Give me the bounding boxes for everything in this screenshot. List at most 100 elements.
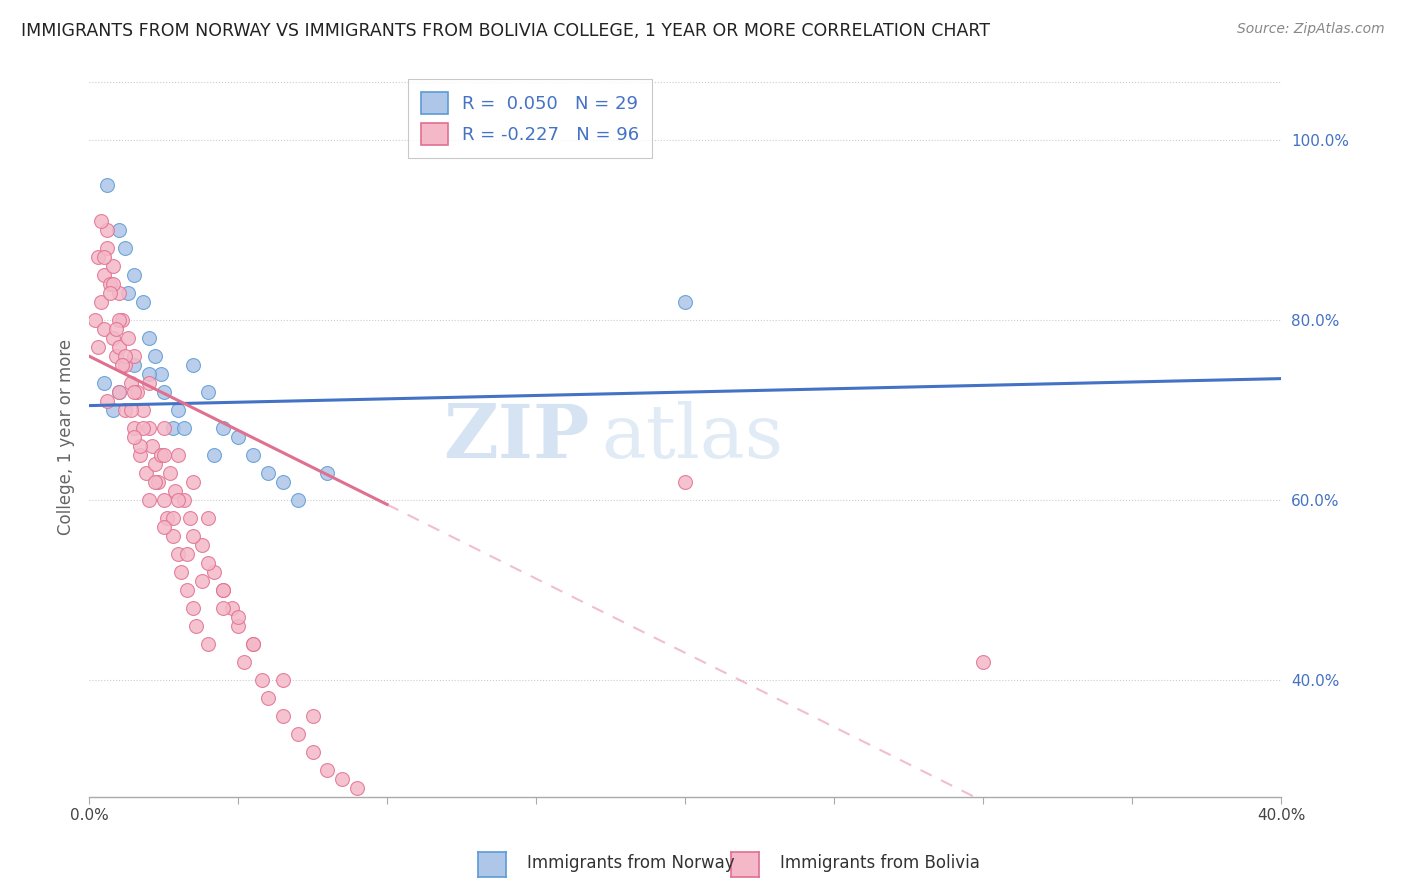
Point bbox=[287, 727, 309, 741]
Point bbox=[87, 250, 110, 264]
Point bbox=[162, 511, 184, 525]
Point bbox=[143, 349, 166, 363]
Text: Source: ZipAtlas.com: Source: ZipAtlas.com bbox=[1237, 22, 1385, 37]
Point bbox=[87, 340, 110, 354]
Point bbox=[93, 268, 115, 283]
Point bbox=[155, 511, 177, 525]
Point bbox=[122, 430, 145, 444]
Point bbox=[84, 313, 107, 327]
Point bbox=[170, 565, 193, 579]
Point bbox=[271, 673, 294, 687]
Point bbox=[159, 466, 181, 480]
Point bbox=[117, 331, 139, 345]
Point bbox=[101, 259, 124, 273]
Point bbox=[226, 610, 249, 624]
Point bbox=[122, 358, 145, 372]
Point bbox=[108, 313, 131, 327]
Point bbox=[96, 241, 118, 255]
Point bbox=[167, 448, 190, 462]
Point bbox=[162, 529, 184, 543]
Point bbox=[132, 421, 155, 435]
Point bbox=[120, 376, 142, 391]
Point bbox=[221, 600, 243, 615]
Point bbox=[212, 421, 235, 435]
Point bbox=[101, 403, 124, 417]
Point bbox=[197, 556, 219, 570]
Point bbox=[212, 582, 235, 597]
Point bbox=[673, 475, 696, 489]
Point bbox=[108, 385, 131, 400]
Point bbox=[138, 376, 160, 391]
Point bbox=[132, 295, 155, 310]
Point bbox=[98, 277, 121, 292]
Point bbox=[202, 565, 225, 579]
Point bbox=[122, 268, 145, 283]
Point bbox=[183, 529, 205, 543]
Point bbox=[96, 178, 118, 193]
Point bbox=[152, 520, 174, 534]
Point bbox=[114, 358, 136, 372]
Point bbox=[93, 322, 115, 336]
Point bbox=[212, 600, 235, 615]
Text: ZIP: ZIP bbox=[443, 401, 589, 474]
Point bbox=[242, 448, 264, 462]
Point bbox=[167, 493, 190, 508]
Point bbox=[242, 637, 264, 651]
Point bbox=[176, 547, 198, 561]
Text: IMMIGRANTS FROM NORWAY VS IMMIGRANTS FROM BOLIVIA COLLEGE, 1 YEAR OR MORE CORREL: IMMIGRANTS FROM NORWAY VS IMMIGRANTS FRO… bbox=[21, 22, 990, 40]
Point bbox=[101, 277, 124, 292]
Point bbox=[149, 448, 172, 462]
Point bbox=[98, 286, 121, 301]
Point bbox=[257, 690, 280, 705]
Point bbox=[138, 367, 160, 381]
Point bbox=[197, 511, 219, 525]
Legend: R =  0.050   N = 29, R = -0.227   N = 96: R = 0.050 N = 29, R = -0.227 N = 96 bbox=[408, 79, 652, 158]
Point bbox=[167, 547, 190, 561]
Point bbox=[165, 483, 187, 498]
Point bbox=[191, 538, 214, 552]
Point bbox=[287, 493, 309, 508]
Point bbox=[301, 745, 323, 759]
Point bbox=[93, 376, 115, 391]
Point bbox=[96, 223, 118, 237]
Point bbox=[143, 475, 166, 489]
Point bbox=[90, 295, 112, 310]
Point bbox=[125, 385, 148, 400]
Point bbox=[186, 619, 208, 633]
Point bbox=[233, 655, 256, 669]
Point bbox=[138, 493, 160, 508]
Point bbox=[146, 475, 169, 489]
Point bbox=[152, 385, 174, 400]
Point bbox=[176, 582, 198, 597]
Text: atlas: atlas bbox=[602, 401, 783, 474]
Point bbox=[122, 421, 145, 435]
Point bbox=[226, 619, 249, 633]
Point bbox=[96, 394, 118, 409]
Point bbox=[90, 214, 112, 228]
Point bbox=[316, 763, 339, 777]
Point bbox=[301, 708, 323, 723]
Point bbox=[138, 421, 160, 435]
Point bbox=[173, 421, 195, 435]
Point bbox=[101, 331, 124, 345]
Point bbox=[257, 466, 280, 480]
Point bbox=[183, 475, 205, 489]
Point bbox=[972, 655, 994, 669]
Point bbox=[93, 250, 115, 264]
Point bbox=[250, 673, 273, 687]
Point bbox=[271, 475, 294, 489]
Point bbox=[111, 358, 134, 372]
Point bbox=[346, 780, 368, 795]
Point bbox=[183, 358, 205, 372]
Point bbox=[114, 403, 136, 417]
Point bbox=[149, 367, 172, 381]
Point bbox=[173, 493, 195, 508]
Point bbox=[128, 448, 150, 462]
Point bbox=[183, 600, 205, 615]
Point bbox=[135, 466, 157, 480]
Y-axis label: College, 1 year or more: College, 1 year or more bbox=[58, 339, 75, 535]
Point bbox=[673, 295, 696, 310]
Text: Immigrants from Bolivia: Immigrants from Bolivia bbox=[780, 855, 980, 872]
Point bbox=[122, 349, 145, 363]
Point bbox=[104, 322, 127, 336]
